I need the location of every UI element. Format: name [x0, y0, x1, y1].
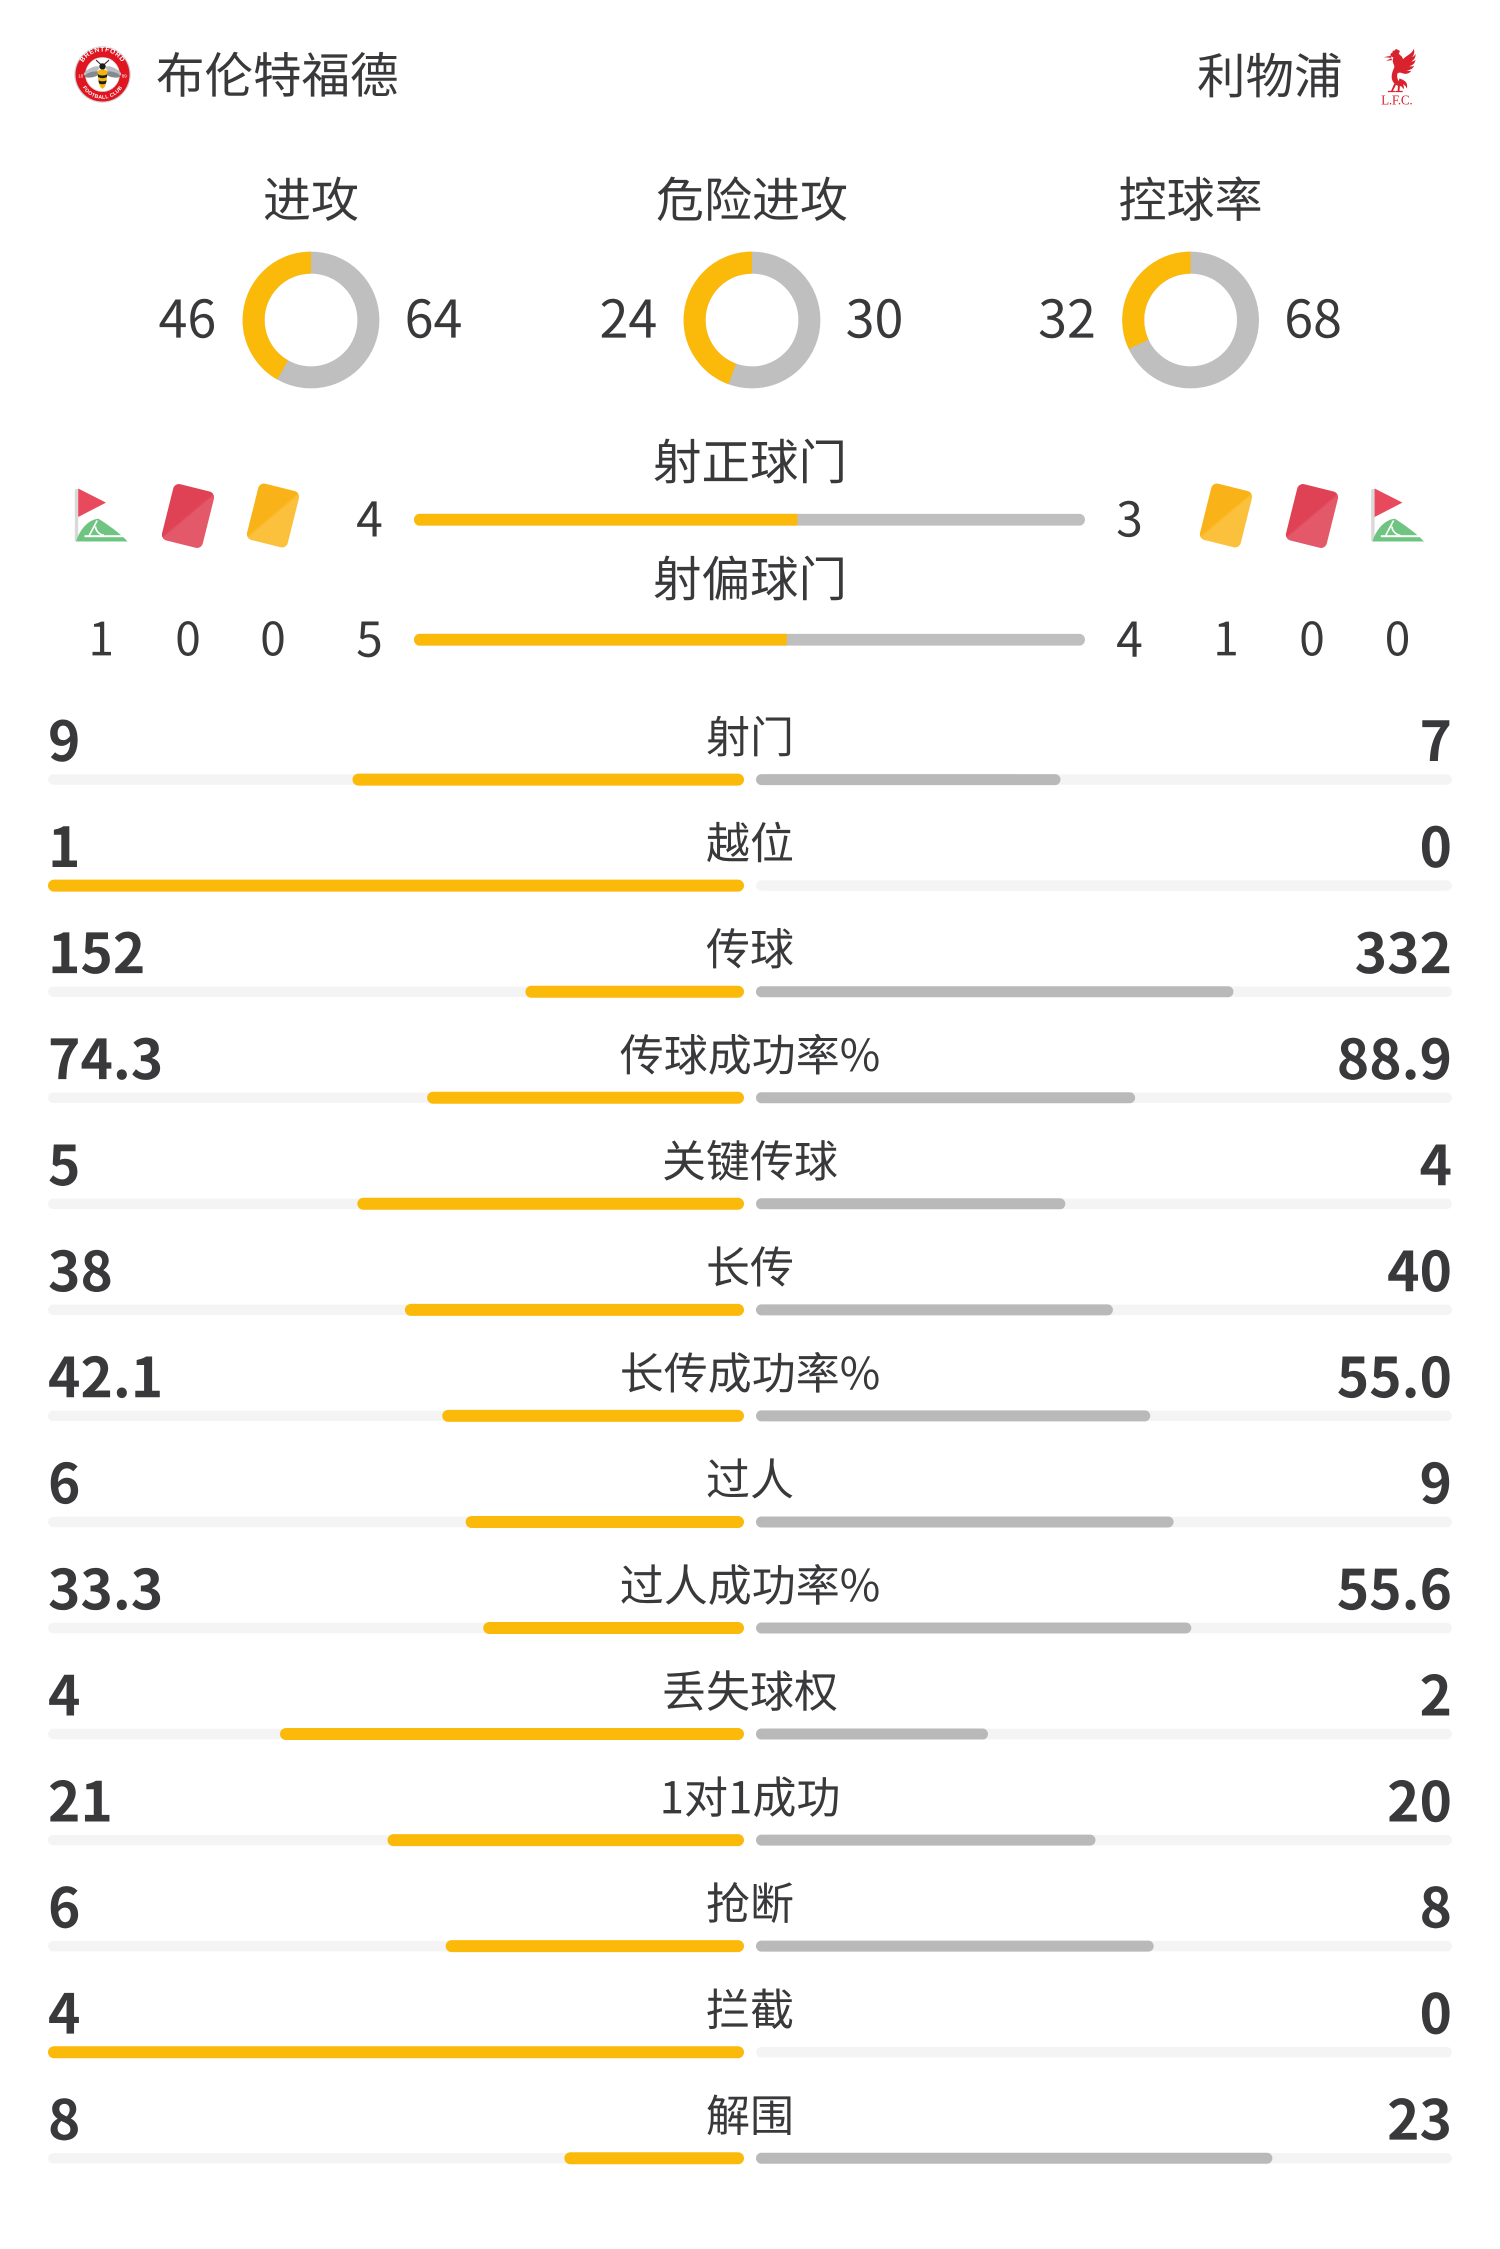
svg-text:18: 18 — [78, 73, 84, 78]
svg-text:89: 89 — [122, 73, 128, 78]
svg-text:L.F.C.: L.F.C. — [1381, 92, 1412, 107]
